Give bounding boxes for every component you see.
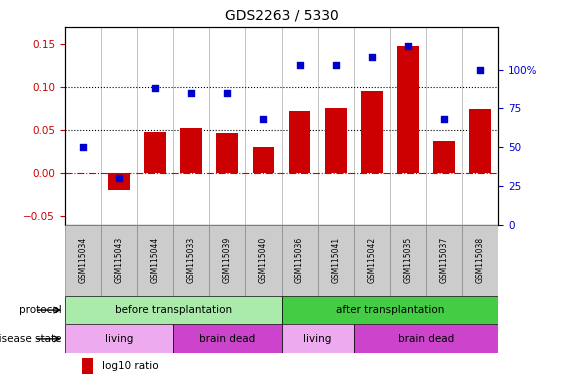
Bar	[354, 225, 390, 296]
Text: GSM115033: GSM115033	[187, 237, 196, 283]
Bar	[470, 109, 491, 173]
Bar	[397, 46, 419, 173]
Text: GSM115037: GSM115037	[440, 237, 449, 283]
Point	[223, 90, 232, 96]
Point	[187, 90, 196, 96]
Bar	[65, 296, 282, 324]
Bar	[354, 324, 498, 353]
Point	[295, 62, 304, 68]
Bar	[245, 225, 282, 296]
Bar	[209, 225, 245, 296]
Point	[78, 144, 87, 150]
Text: protocol: protocol	[19, 305, 62, 315]
Bar	[173, 324, 282, 353]
Bar	[108, 173, 129, 190]
Bar	[253, 147, 274, 173]
Point	[259, 116, 268, 122]
Bar	[325, 108, 347, 173]
Text: log10 ratio: log10 ratio	[101, 361, 158, 371]
Bar	[82, 358, 93, 374]
Title: GDS2263 / 5330: GDS2263 / 5330	[225, 9, 338, 23]
Point	[114, 175, 123, 181]
Bar	[282, 296, 498, 324]
Text: GSM115034: GSM115034	[78, 237, 87, 283]
Text: GSM115036: GSM115036	[295, 237, 304, 283]
Bar	[361, 91, 383, 173]
Text: GSM115042: GSM115042	[367, 237, 376, 283]
Bar	[462, 225, 498, 296]
Text: GSM115035: GSM115035	[404, 237, 413, 283]
Bar	[173, 225, 209, 296]
Bar	[434, 141, 455, 173]
Text: living: living	[303, 334, 332, 344]
Bar	[65, 225, 101, 296]
Point	[331, 62, 340, 68]
Bar	[65, 324, 173, 353]
Text: GSM115040: GSM115040	[259, 237, 268, 283]
Text: GSM115044: GSM115044	[150, 237, 159, 283]
Bar	[282, 225, 318, 296]
Point	[150, 85, 159, 91]
Bar	[216, 134, 238, 173]
Point	[404, 43, 413, 49]
Bar	[282, 324, 354, 353]
Text: disease state: disease state	[0, 334, 62, 344]
Bar	[144, 132, 166, 173]
Bar	[426, 225, 462, 296]
Bar	[390, 225, 426, 296]
Text: GSM115039: GSM115039	[223, 237, 232, 283]
Text: living: living	[105, 334, 133, 344]
Bar	[101, 225, 137, 296]
Text: GSM115041: GSM115041	[331, 237, 340, 283]
Text: brain dead: brain dead	[398, 334, 454, 344]
Text: brain dead: brain dead	[199, 334, 256, 344]
Text: before transplantation: before transplantation	[114, 305, 232, 315]
Bar	[289, 111, 310, 173]
Text: GSM115038: GSM115038	[476, 237, 485, 283]
Bar	[137, 225, 173, 296]
Point	[367, 54, 376, 60]
Bar	[318, 225, 354, 296]
Text: after transplantation: after transplantation	[336, 305, 444, 315]
Bar	[180, 128, 202, 173]
Point	[476, 66, 485, 73]
Point	[440, 116, 449, 122]
Text: GSM115043: GSM115043	[114, 237, 123, 283]
